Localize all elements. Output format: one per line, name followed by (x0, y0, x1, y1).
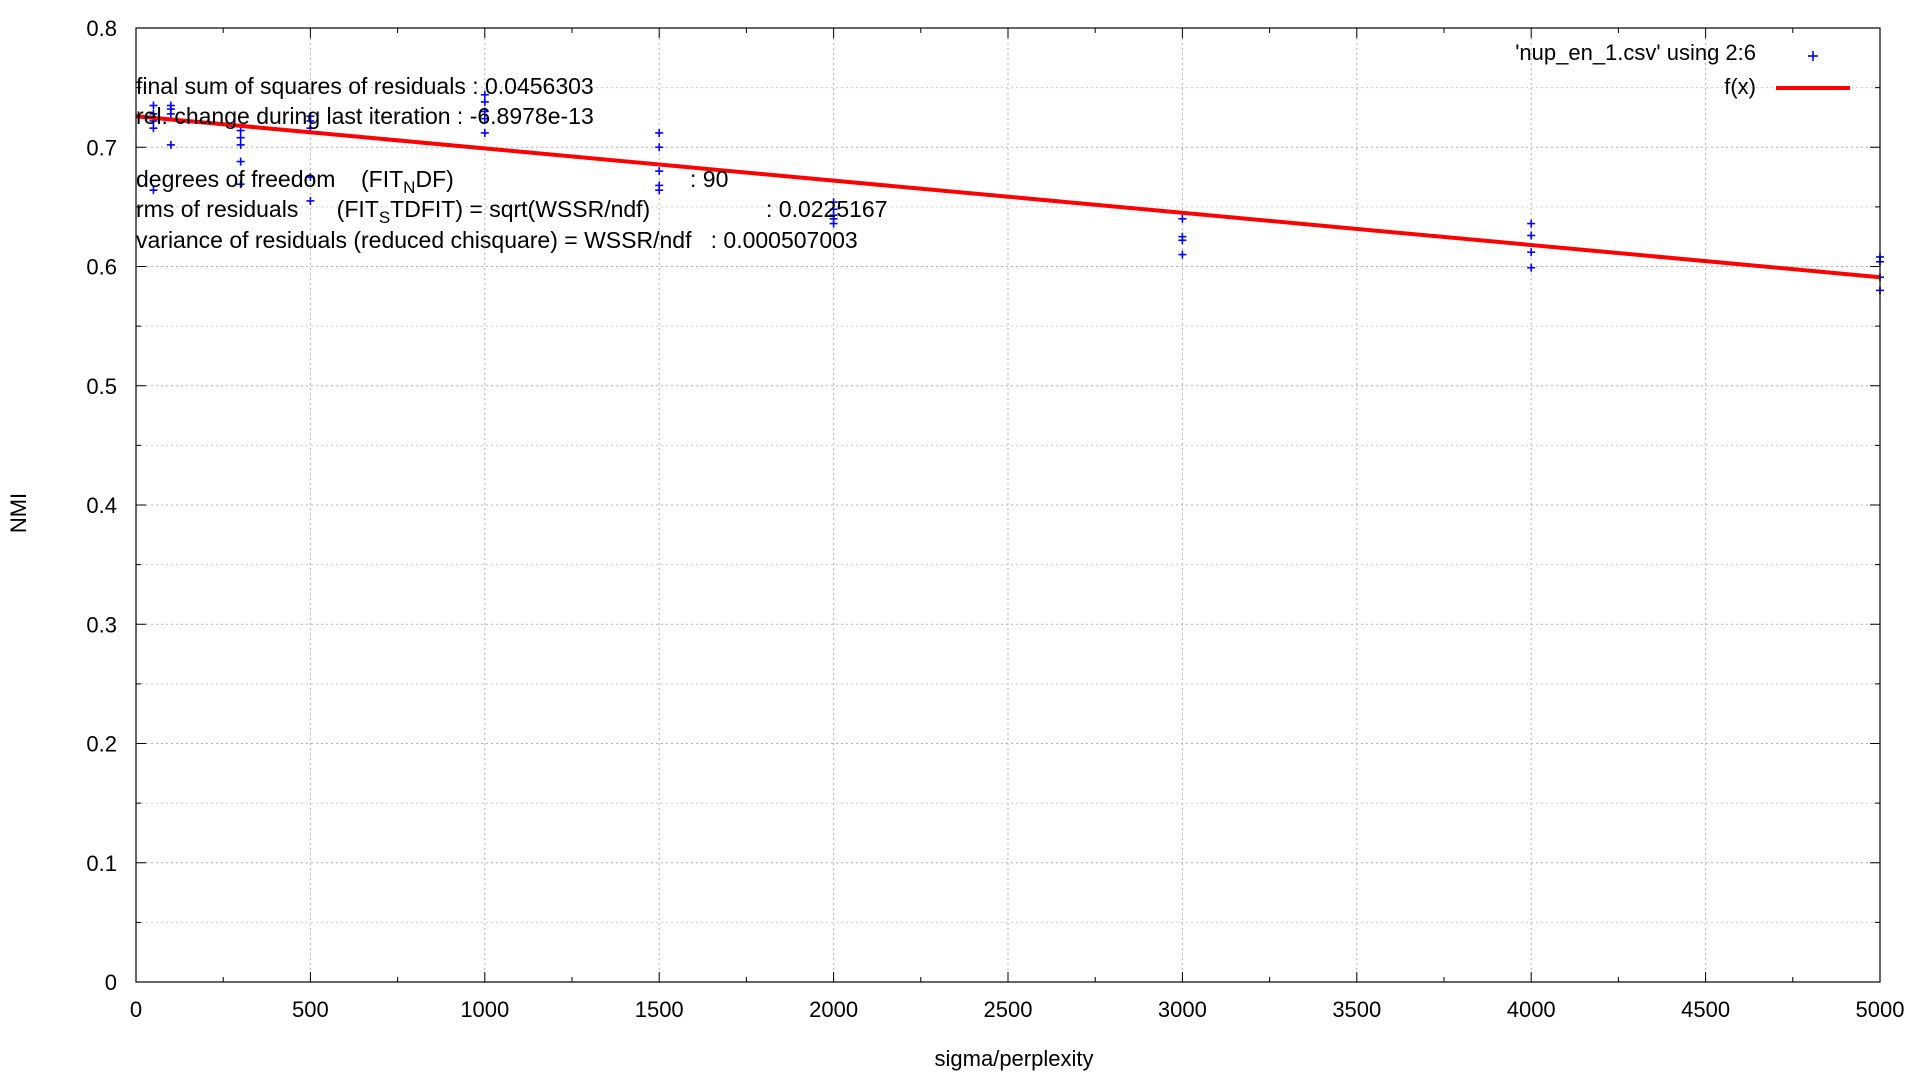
data-point (1178, 250, 1187, 259)
y-tick-label: 0 (105, 970, 117, 995)
data-point (236, 180, 245, 189)
annotation-degrees-of-freedom: degrees of freedom (FITNDF) (136, 166, 454, 197)
data-point (1178, 214, 1187, 223)
data-point (480, 128, 489, 137)
data-point (149, 124, 158, 133)
data-point (236, 133, 245, 142)
y-tick-label: 0.4 (86, 493, 117, 518)
data-point (306, 117, 315, 126)
data-point (1178, 236, 1187, 245)
data-point (829, 219, 838, 228)
y-tick-label: 0.8 (86, 16, 117, 41)
y-tick-label: 0.2 (86, 732, 117, 757)
fit-line (135, 114, 1881, 280)
data-point (149, 101, 158, 110)
annotation-dof-value: : 90 (690, 166, 728, 192)
y-axis-title: NMI (6, 493, 31, 533)
data-point (1527, 219, 1536, 228)
annotation-sum-of-squares: final sum of squares of residuals : 0.04… (136, 73, 594, 99)
x-tick-label: 500 (292, 997, 329, 1022)
legend-label-points: 'nup_en_1.csv' using 2:6 (1515, 40, 1756, 65)
x-tick-label: 2500 (984, 997, 1033, 1022)
annotation-dof-sub: N (403, 178, 415, 197)
x-tick-label: 1000 (460, 997, 509, 1022)
annotation-rms-pre: rms of residuals (FIT (136, 196, 379, 222)
y-tick-labels: 0 0.1 0.2 0.3 0.4 0.5 0.6 0.7 0.8 (86, 16, 117, 995)
data-point (236, 140, 245, 149)
data-point (166, 140, 175, 149)
y-tick-label: 0.3 (86, 612, 117, 637)
data-point (480, 107, 489, 116)
legend-marker-points (1808, 51, 1818, 61)
y-tick-label: 0.6 (86, 255, 117, 280)
data-point (480, 90, 489, 99)
x-tick-label: 0 (130, 997, 142, 1022)
y-tick-label: 0.1 (86, 851, 117, 876)
fit-annotations: final sum of squares of residuals : 0.04… (136, 73, 888, 253)
data-point (655, 128, 664, 137)
x-tick-label: 4500 (1681, 997, 1730, 1022)
data-point (829, 198, 838, 207)
data-point (306, 196, 315, 205)
data-point (655, 167, 664, 176)
legend-label-fit: f(x) (1724, 74, 1756, 99)
x-tick-labels: 0 500 1000 1500 2000 2500 3000 3500 4000 4500 5000 (130, 997, 1905, 1022)
data-point (480, 114, 489, 123)
y-tick-label: 0.5 (86, 374, 117, 399)
x-tick-label: 5000 (1856, 997, 1905, 1022)
data-point (1527, 231, 1536, 240)
x-tick-label: 4000 (1507, 997, 1556, 1022)
data-point (1527, 248, 1536, 257)
annotation-rms-value: : 0.0225167 (766, 196, 888, 222)
annotation-rms: rms of residuals (FITSTDFIT) = sqrt(WSSR… (136, 196, 650, 227)
data-point (655, 143, 664, 152)
series (135, 90, 1884, 295)
data-point (166, 109, 175, 118)
annotation-dof-pre: degrees of freedom (FIT (136, 166, 403, 192)
plot-frame (135, 27, 1881, 983)
y-tick-label: 0.7 (86, 135, 117, 160)
data-point (236, 126, 245, 135)
data-point (1527, 263, 1536, 272)
data-point (236, 157, 245, 166)
annotation-rel-change: rel. change during last iteration : -6.8… (136, 103, 594, 129)
data-point (655, 186, 664, 195)
x-tick-label: 3000 (1158, 997, 1207, 1022)
x-axis-title: sigma/perplexity (935, 1046, 1094, 1071)
x-tick-label: 1500 (635, 997, 684, 1022)
grid (136, 28, 1880, 982)
x-tick-label: 3500 (1332, 997, 1381, 1022)
axis-ticks (135, 27, 1881, 983)
legend: 'nup_en_1.csv' using 2:6 f(x) (1515, 40, 1850, 99)
data-point (306, 173, 315, 182)
annotation-variance: variance of residuals (reduced chisquare… (136, 227, 858, 253)
annotation-rms-sub: S (379, 208, 390, 227)
x-tick-label: 2000 (809, 997, 858, 1022)
data-point (480, 97, 489, 106)
annotation-dof-post: DF) (415, 166, 453, 192)
annotation-rms-post: TDFIT) = sqrt(WSSR/ndf) (390, 196, 650, 222)
data-point (149, 186, 158, 195)
